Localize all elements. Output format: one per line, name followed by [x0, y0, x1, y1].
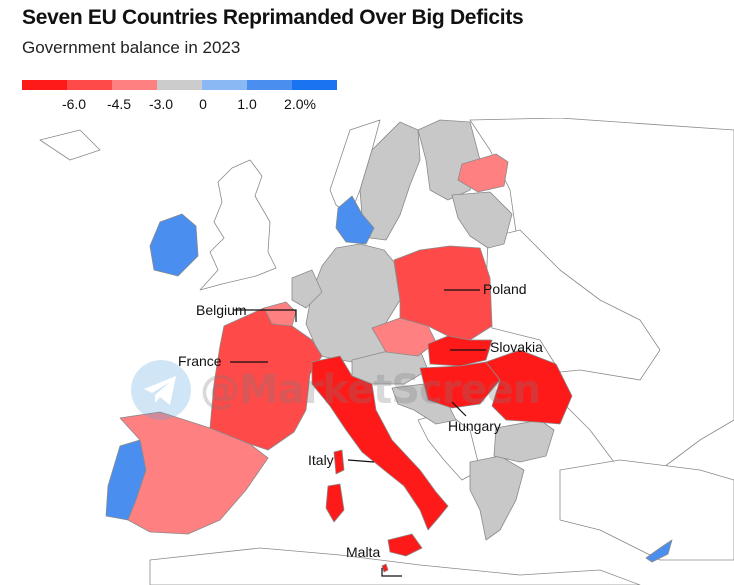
- ukraine-belarus: [485, 229, 661, 381]
- leader-hungary: [451, 401, 467, 417]
- legend-swatch-2: [67, 80, 112, 90]
- legend-tick-neg6: -6.0: [61, 96, 87, 112]
- country-cyprus: [645, 539, 673, 563]
- legend-swatch-5: [202, 80, 247, 90]
- label-slovakia: Slovakia: [490, 339, 543, 355]
- iceland-top: [39, 129, 101, 161]
- leader-malta: [381, 568, 402, 577]
- country-sardinia: [325, 483, 345, 523]
- legend-tick-0: 0: [199, 96, 207, 112]
- label-belgium: Belgium: [196, 302, 247, 318]
- color-legend: -6.0 -4.5 -3.0 0 1.0 2.0%: [22, 80, 342, 120]
- country-hungary: [419, 361, 501, 409]
- country-italy: [311, 355, 449, 531]
- legend-color-bar: [22, 80, 337, 90]
- country-ireland: [149, 213, 199, 277]
- great-britain: [199, 159, 277, 291]
- country-lithuania-latvia: [451, 191, 513, 249]
- legend-tick-1: 1.0: [237, 96, 257, 112]
- country-slovakia: [427, 335, 493, 367]
- country-poland: [393, 245, 493, 341]
- country-romania: [485, 349, 573, 425]
- label-malta: Malta: [346, 544, 381, 560]
- europe-map: [39, 118, 734, 585]
- label-hungary: Hungary: [448, 418, 501, 434]
- country-bulgaria: [493, 419, 555, 463]
- watermark-text: @MarketScreen: [200, 367, 541, 413]
- chart-subtitle: Government balance in 2023: [22, 38, 241, 57]
- label-italy: Italy: [308, 452, 334, 468]
- legend-tick-neg4-5: -4.5: [106, 96, 132, 112]
- legend-swatch-3: [112, 80, 157, 90]
- legend-swatch-6: [247, 80, 292, 90]
- legend-swatch-1: [22, 80, 67, 90]
- country-denmark: [335, 195, 375, 245]
- watermark: @MarketScreen: [130, 360, 541, 420]
- country-greece: [469, 455, 525, 541]
- label-france: France: [178, 353, 222, 369]
- north-africa: [149, 547, 641, 585]
- country-estonia: [457, 153, 509, 193]
- country-malta: [381, 563, 389, 573]
- turkey: [559, 459, 734, 561]
- legend-swatch-7: [292, 80, 337, 90]
- country-sweden: [359, 121, 421, 241]
- legend-swatch-4: [157, 80, 202, 90]
- country-corsica: [333, 449, 345, 475]
- non-eu-east: [469, 118, 734, 471]
- legend-tick-neg3: -3.0: [148, 96, 174, 112]
- leader-belgium: [234, 309, 297, 322]
- chart-title: Seven EU Countries Reprimanded Over Big …: [22, 6, 524, 29]
- country-france: [209, 307, 323, 451]
- country-netherlands: [291, 269, 323, 309]
- leader-italy: [347, 459, 375, 463]
- legend-tick-2: 2.0%: [284, 96, 316, 112]
- country-sicily: [387, 533, 423, 557]
- label-poland: Poland: [483, 281, 527, 297]
- telegram-icon: [131, 360, 191, 420]
